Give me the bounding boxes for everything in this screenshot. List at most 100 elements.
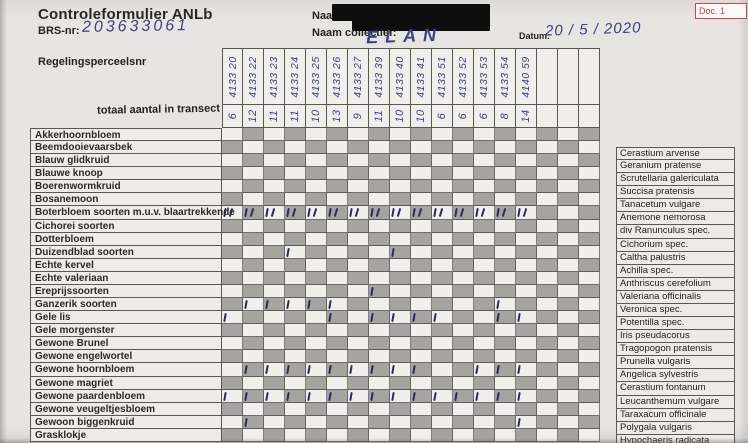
grid-cell (243, 337, 264, 351)
grid-cell (306, 258, 327, 272)
grid-cell (474, 167, 495, 181)
grid-cell (222, 415, 243, 429)
grid-cell (432, 428, 453, 442)
grid-cell (558, 206, 579, 220)
tally-cell (264, 389, 285, 403)
species-name-cell: Gewone hoornbloem (30, 363, 222, 377)
grid-cell (222, 245, 243, 259)
grid-cell (348, 298, 369, 312)
grid-cell (579, 376, 600, 390)
grid-cell (474, 298, 495, 312)
tally-cell (285, 363, 306, 377)
grid-cell (285, 337, 306, 351)
tally-cell (327, 206, 348, 220)
grid-cell (495, 350, 516, 364)
tally-cell (516, 415, 537, 429)
grid-cell (243, 141, 264, 155)
grid-cell (264, 128, 285, 142)
grid-cell (390, 324, 411, 338)
parcel-column-header: 4133 39 (369, 48, 390, 105)
grid-cell (222, 271, 243, 285)
grid-cell (432, 193, 453, 207)
grid-cell (243, 193, 264, 207)
grid-cell (495, 141, 516, 155)
column-total-cell: 6 (474, 105, 495, 128)
grid-cell (327, 232, 348, 246)
tally-cell (285, 389, 306, 403)
grid-cell (390, 402, 411, 416)
tally-cell (264, 363, 285, 377)
grid-cell (411, 167, 432, 181)
grid-cell (474, 232, 495, 246)
grid-cell (579, 258, 600, 272)
grid-cell (432, 219, 453, 233)
tally-mark (244, 299, 248, 310)
tally-mark (391, 247, 395, 257)
grid-cell (327, 415, 348, 429)
grid-cell (453, 258, 474, 272)
grid-cell (558, 415, 579, 429)
grid-cell (537, 350, 558, 364)
species-name-cell: Gewone paardenbloem (30, 389, 222, 403)
column-total-cell: 11 (369, 105, 390, 128)
grid-cell (390, 337, 411, 351)
tally-cell (222, 206, 243, 220)
grid-cell (579, 245, 600, 259)
grid-cell (537, 324, 558, 338)
grid-cell (558, 402, 579, 416)
grid-cell (348, 258, 369, 272)
latin-name-cell: Polygala vulgaris (616, 421, 735, 435)
grid-cell (222, 154, 243, 168)
grid-cell (495, 271, 516, 285)
grid-cell (264, 154, 285, 168)
tally-mark (328, 391, 332, 401)
column-total-handwritten: 10 (310, 109, 322, 123)
grid-cell (579, 206, 600, 220)
grid-cell (327, 428, 348, 442)
tally-mark (349, 208, 353, 218)
grid-cell (348, 428, 369, 442)
grid-cell (390, 350, 411, 364)
grid-cell (432, 180, 453, 194)
grid-cell (516, 128, 537, 142)
tally-mark (333, 208, 339, 218)
parcel-number-handwritten: 4133 53 (478, 55, 490, 98)
grid-cell (243, 258, 264, 272)
grid-cell (306, 402, 327, 416)
grid-cell (432, 154, 453, 168)
tally-cell (369, 389, 390, 403)
grid-cell (579, 415, 600, 429)
parcel-number-handwritten: 4133 24 (289, 55, 301, 98)
grid-cell (306, 154, 327, 168)
grid-cell (327, 245, 348, 259)
grid-cell (369, 415, 390, 429)
parcel-column-header (579, 48, 600, 105)
grid-cell (453, 376, 474, 390)
grid-cell (495, 337, 516, 351)
grid-cell (306, 128, 327, 142)
latin-name-cell: Valeriana officinalis (616, 290, 735, 304)
grid-cell (516, 167, 537, 181)
grid-cell (537, 128, 558, 142)
grid-cell (537, 311, 558, 325)
tally-cell (390, 206, 411, 220)
grid-cell (453, 141, 474, 155)
grid-cell (579, 428, 600, 442)
datum-label: Datum: (519, 31, 550, 41)
species-name-cell: Akkerhoornbloem (30, 128, 222, 142)
grid-cell (558, 350, 579, 364)
grid-cell (222, 232, 243, 246)
parcel-number-handwritten: 4133 20 (226, 55, 239, 98)
grid-cell (222, 402, 243, 416)
tally-mark (475, 365, 479, 375)
tally-cell (411, 363, 432, 377)
grid-cell (453, 363, 474, 377)
grid-cell (516, 376, 537, 390)
grid-cell (558, 337, 579, 351)
grid-cell (495, 245, 516, 259)
grid-cell (411, 402, 432, 416)
grid-cell (558, 154, 579, 168)
column-total-cell: 10 (390, 105, 411, 128)
grid-cell (516, 219, 537, 233)
grid-cell (516, 258, 537, 272)
